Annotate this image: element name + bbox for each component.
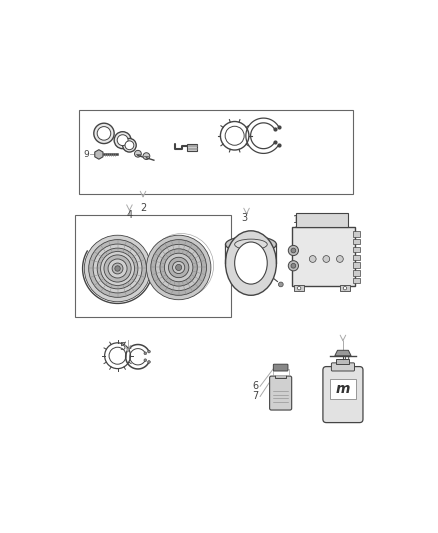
Circle shape <box>108 259 127 278</box>
Bar <box>330 379 356 399</box>
Circle shape <box>169 257 189 278</box>
Bar <box>353 270 360 276</box>
Bar <box>353 278 360 284</box>
Circle shape <box>146 235 211 300</box>
Circle shape <box>115 266 120 271</box>
Bar <box>353 247 360 252</box>
Bar <box>353 262 360 268</box>
Circle shape <box>143 153 150 159</box>
FancyBboxPatch shape <box>270 376 292 410</box>
Circle shape <box>160 249 197 286</box>
Circle shape <box>297 286 301 290</box>
Circle shape <box>288 261 298 271</box>
Circle shape <box>144 359 147 361</box>
Bar <box>353 255 360 260</box>
Circle shape <box>148 360 150 364</box>
Bar <box>353 231 360 237</box>
Bar <box>340 285 350 291</box>
Circle shape <box>114 132 131 149</box>
Circle shape <box>336 256 343 262</box>
Polygon shape <box>335 350 351 356</box>
Circle shape <box>104 255 131 282</box>
Bar <box>353 239 360 245</box>
Ellipse shape <box>235 239 267 249</box>
Bar <box>293 227 355 286</box>
Circle shape <box>309 256 316 262</box>
Circle shape <box>112 263 123 274</box>
Text: 4: 4 <box>127 210 132 220</box>
Circle shape <box>176 264 182 271</box>
Circle shape <box>323 256 330 262</box>
Circle shape <box>88 240 146 297</box>
Circle shape <box>164 253 193 282</box>
Text: 9: 9 <box>83 150 88 159</box>
Circle shape <box>291 248 296 253</box>
Circle shape <box>144 352 147 354</box>
Text: 3: 3 <box>242 213 248 223</box>
FancyBboxPatch shape <box>323 367 363 423</box>
Text: 7: 7 <box>252 391 258 401</box>
Bar <box>273 369 289 375</box>
Circle shape <box>134 150 141 157</box>
Polygon shape <box>187 143 197 151</box>
Circle shape <box>117 135 128 146</box>
Circle shape <box>288 245 298 256</box>
Text: 5: 5 <box>120 342 126 352</box>
Ellipse shape <box>226 236 276 253</box>
Ellipse shape <box>226 231 276 295</box>
Bar <box>336 359 350 364</box>
Text: 8: 8 <box>344 356 350 366</box>
Circle shape <box>123 139 136 152</box>
Circle shape <box>97 248 138 289</box>
Text: 1: 1 <box>293 215 299 225</box>
Text: m: m <box>336 382 350 395</box>
Bar <box>78 110 353 195</box>
FancyBboxPatch shape <box>273 364 288 371</box>
Circle shape <box>101 252 134 286</box>
Circle shape <box>279 282 283 287</box>
Circle shape <box>97 127 111 140</box>
Circle shape <box>173 261 185 273</box>
Text: 6: 6 <box>252 381 258 391</box>
Polygon shape <box>95 150 103 159</box>
Bar <box>75 215 231 317</box>
Text: 2: 2 <box>140 203 146 213</box>
Circle shape <box>94 123 114 143</box>
Circle shape <box>84 235 151 302</box>
Bar <box>296 213 348 227</box>
Circle shape <box>125 141 134 150</box>
FancyBboxPatch shape <box>332 363 354 371</box>
Ellipse shape <box>235 242 267 284</box>
Circle shape <box>291 263 296 268</box>
Circle shape <box>151 240 206 295</box>
Circle shape <box>343 286 346 290</box>
Bar <box>294 285 304 291</box>
Circle shape <box>148 350 150 353</box>
Bar <box>276 370 286 378</box>
Circle shape <box>155 245 202 290</box>
Circle shape <box>93 244 142 293</box>
